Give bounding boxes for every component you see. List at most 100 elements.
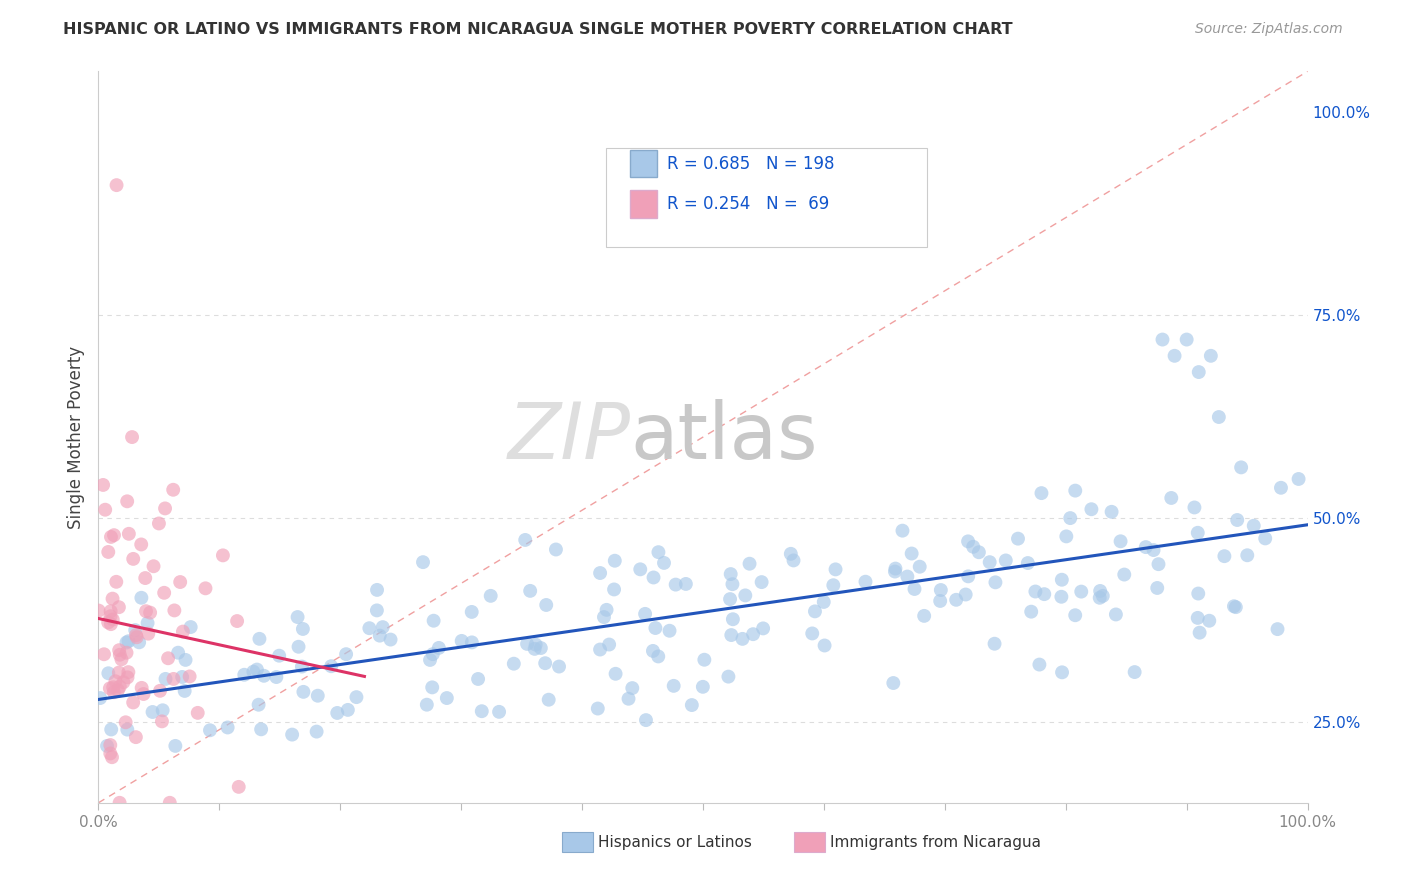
Point [957, 534, 980, 549]
Point [534, 656, 557, 670]
Point [681, 698, 703, 712]
Point [281, 728, 304, 742]
Point [548, 659, 571, 673]
Text: Hispanics or Latinos: Hispanics or Latinos [598, 835, 751, 849]
Point [346, 690, 368, 705]
Point [536, 598, 558, 612]
Point [87, 603, 110, 617]
Point [233, 667, 256, 681]
Point [101, 591, 124, 606]
Point [174, 653, 197, 667]
Point [1088, 591, 1111, 605]
Point [104, 674, 127, 689]
Point [1101, 505, 1123, 519]
Point [884, 565, 907, 579]
Point [115, 635, 138, 649]
Point [115, 494, 138, 508]
Point [742, 627, 765, 641]
Point [1050, 573, 1073, 587]
Point [97, 666, 120, 681]
Point [212, 549, 235, 563]
Point [246, 663, 269, 677]
Point [1024, 584, 1046, 599]
Point [801, 626, 824, 640]
Point [731, 632, 754, 646]
Point [1064, 608, 1087, 623]
Point [1123, 665, 1146, 679]
Point [172, 624, 194, 639]
Point [586, 701, 609, 715]
Point [595, 603, 617, 617]
Point [1254, 532, 1277, 546]
Point [380, 632, 402, 647]
Point [1147, 557, 1170, 571]
Point [121, 430, 143, 444]
Point [427, 640, 450, 655]
Point [1226, 513, 1249, 527]
Text: R = 0.685   N = 198: R = 0.685 N = 198 [666, 155, 834, 173]
Point [135, 604, 157, 618]
Point [412, 555, 434, 569]
Point [945, 592, 967, 607]
Point [962, 540, 984, 554]
Point [1188, 365, 1211, 379]
Point [1033, 587, 1056, 601]
Point [307, 689, 329, 703]
Point [537, 692, 560, 706]
Point [436, 691, 458, 706]
Point [371, 620, 394, 634]
Point [1146, 581, 1168, 595]
Point [1208, 410, 1230, 425]
Point [326, 706, 349, 720]
Point [162, 672, 184, 686]
Point [105, 574, 128, 589]
FancyBboxPatch shape [630, 190, 657, 218]
Point [524, 638, 547, 652]
Point [1114, 567, 1136, 582]
Point [720, 628, 742, 642]
Point [359, 621, 381, 635]
Point [1054, 529, 1077, 543]
Point [1199, 349, 1222, 363]
Point [253, 669, 276, 683]
Point [718, 592, 741, 607]
Point [96, 739, 118, 753]
Point [291, 622, 314, 636]
Point [479, 589, 502, 603]
Point [108, 643, 131, 657]
Point [1031, 486, 1053, 500]
Point [1105, 607, 1128, 622]
Point [117, 670, 139, 684]
Point [98, 738, 121, 752]
Point [634, 713, 657, 727]
Point [292, 685, 315, 699]
Point [152, 703, 174, 717]
Text: R = 0.254   N =  69: R = 0.254 N = 69 [666, 195, 830, 213]
Point [98, 747, 121, 761]
Point [647, 649, 669, 664]
Point [117, 723, 139, 737]
Point [124, 623, 146, 637]
Point [103, 528, 125, 542]
Point [125, 730, 148, 744]
Point [984, 575, 1007, 590]
Point [603, 582, 626, 597]
Point [122, 552, 145, 566]
Point [544, 542, 567, 557]
Point [643, 570, 665, 584]
Point [665, 577, 688, 591]
Point [502, 657, 524, 671]
Text: atlas: atlas [630, 399, 818, 475]
Point [98, 681, 121, 696]
Point [100, 617, 122, 632]
Point [366, 603, 388, 617]
Point [167, 646, 190, 660]
Text: Immigrants from Nicaragua: Immigrants from Nicaragua [830, 835, 1040, 849]
Text: Source: ZipAtlas.com: Source: ZipAtlas.com [1195, 22, 1343, 37]
Point [139, 606, 162, 620]
Point [605, 666, 627, 681]
Point [103, 681, 125, 695]
Text: HISPANIC OR LATINO VS IMMIGRANTS FROM NICARAGUA SINGLE MOTHER POVERTY CORRELATIO: HISPANIC OR LATINO VS IMMIGRANTS FROM NI… [63, 22, 1012, 37]
Point [100, 723, 122, 737]
Point [115, 646, 138, 660]
